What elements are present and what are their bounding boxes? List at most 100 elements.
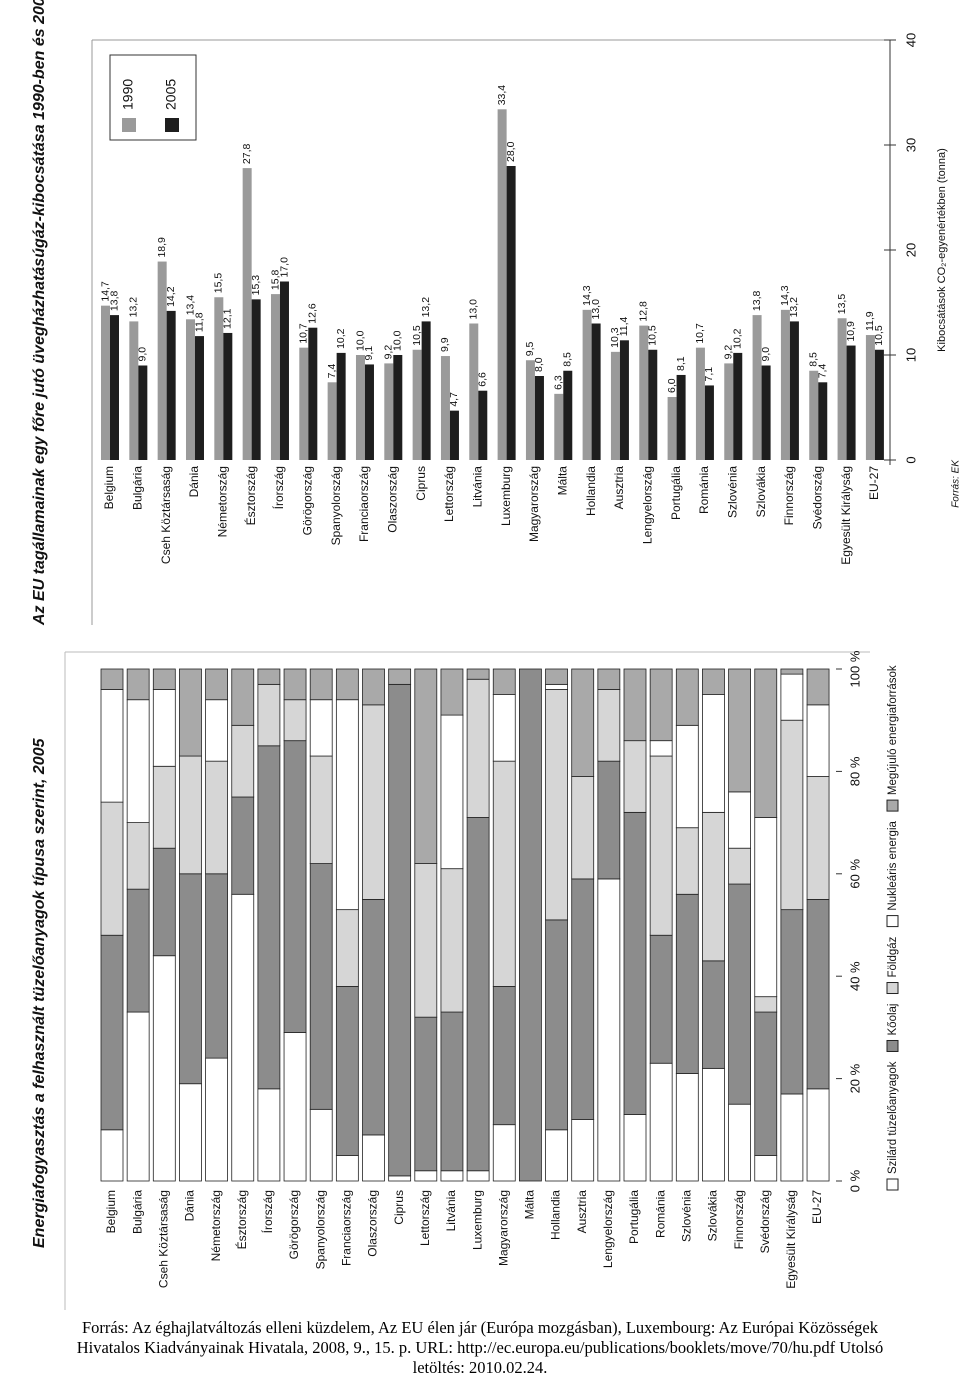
bar-segment [126, 699, 150, 823]
bar [421, 321, 431, 460]
value-label: 10,5 [873, 325, 885, 346]
bar [676, 374, 686, 460]
bar [223, 332, 233, 460]
bar-segment [780, 673, 804, 721]
source: Forrás: EK [951, 459, 960, 508]
bar-segment [675, 893, 699, 1074]
x-tick-label: Franciaország [357, 466, 371, 542]
value-label: 8,1 [675, 356, 687, 371]
x-tick-label: EU-27 [810, 1190, 824, 1224]
value-label: 14,3 [581, 285, 593, 306]
value-label: 11,4 [618, 316, 630, 336]
value-label: 7,1 [703, 367, 715, 382]
x-tick-label: Belgium [102, 466, 116, 509]
bar [752, 315, 762, 460]
bar-segment [649, 934, 673, 1064]
source-note: Forrás: Az éghajlatváltozás elleni küzde… [0, 1318, 960, 1378]
value-label: 7,4 [326, 364, 338, 379]
bar-segment [780, 719, 804, 911]
bar [704, 385, 714, 460]
x-tick-label: Portugália [669, 466, 683, 520]
bar [110, 315, 119, 460]
bar-segment [362, 899, 385, 1136]
bar-segment [414, 1170, 438, 1182]
x-tick-label: Cseh Köztársaság [156, 1190, 170, 1288]
bar-segment [492, 668, 516, 696]
chart-title: Energiafogyasztás a felhasznált tüzelőan… [31, 737, 48, 1248]
bar [865, 335, 875, 460]
y-tick-label: 40 [903, 33, 918, 47]
bar [563, 370, 573, 460]
bar-segment [179, 873, 202, 1085]
bar-segment [466, 678, 490, 818]
bar [449, 410, 459, 460]
bar-segment [466, 817, 490, 1172]
source-line: Forrás: Az éghajlatváltozás elleni küzde… [81, 1318, 879, 1337]
bar-segment [545, 668, 568, 685]
bar-segment [152, 765, 176, 849]
value-label: 14,3 [779, 285, 791, 306]
x-tick-label: Németország [209, 1190, 223, 1261]
bar [837, 318, 847, 460]
bar-segment [335, 668, 359, 701]
legend-swatch [886, 799, 899, 812]
legend-label: Megújuló energiaforrások [887, 665, 899, 795]
bar [789, 321, 799, 460]
y-tick-label: 40 % [847, 961, 862, 991]
bar [412, 349, 422, 460]
bar-segment [702, 960, 725, 1069]
bar-segment [492, 760, 516, 987]
bar-segment [231, 668, 255, 726]
bar [242, 168, 252, 460]
value-label: 28,0 [505, 141, 517, 162]
bar-segment [623, 1114, 647, 1182]
bar [138, 365, 148, 460]
x-tick-label: Olaszország [385, 466, 399, 533]
bar-segment [545, 1129, 568, 1182]
value-label: 10,3 [609, 327, 621, 348]
x-tick-label: Magyarország [496, 1190, 510, 1266]
value-label: 15,3 [250, 275, 262, 296]
value-label: 12,1 [222, 308, 234, 329]
bar-segment [702, 668, 725, 696]
bar-segment [231, 796, 255, 895]
bar-segment [545, 919, 568, 1131]
bar-segment [100, 934, 124, 1131]
bar-segment [571, 668, 595, 777]
bar-segment [545, 683, 568, 690]
value-label: 10,2 [335, 328, 347, 349]
bar-segment [754, 817, 778, 998]
bar-segment [780, 1093, 804, 1182]
bar-segment [492, 1124, 516, 1182]
bar [194, 336, 204, 460]
value-label: 10,7 [694, 323, 706, 344]
value-label: 14,7 [99, 281, 111, 302]
bar [809, 370, 819, 460]
y-tick-label: 10 [903, 348, 918, 362]
bar-segment [362, 704, 385, 900]
bar-segment [126, 668, 150, 701]
x-tick-label: Hollandia [584, 466, 598, 516]
legend-label: Kőolaj [887, 1004, 899, 1036]
source-line: letöltés: 2010.02.24. [412, 1358, 548, 1377]
bar-segment [100, 689, 124, 803]
x-tick-label: Finnország [732, 1190, 746, 1249]
bar-segment [231, 893, 255, 1182]
bar-segment [283, 699, 307, 742]
bar [733, 352, 743, 460]
source-line: Hivatalos Kiadványainak Hivatala, 2008, … [76, 1338, 884, 1357]
x-tick-label: Szlovénia [679, 1190, 693, 1242]
legend-swatch [122, 118, 136, 132]
bar-segment [126, 1011, 150, 1182]
value-label: 13,2 [128, 297, 140, 318]
bar [185, 319, 195, 460]
legend-swatch [886, 982, 899, 995]
value-label: 18,9 [156, 237, 168, 258]
value-label: 15,8 [269, 270, 281, 291]
bar [497, 109, 507, 461]
bar-segment [440, 1011, 464, 1172]
bar [506, 166, 516, 460]
bar-segment [257, 668, 281, 685]
value-label: 15,5 [213, 273, 225, 294]
